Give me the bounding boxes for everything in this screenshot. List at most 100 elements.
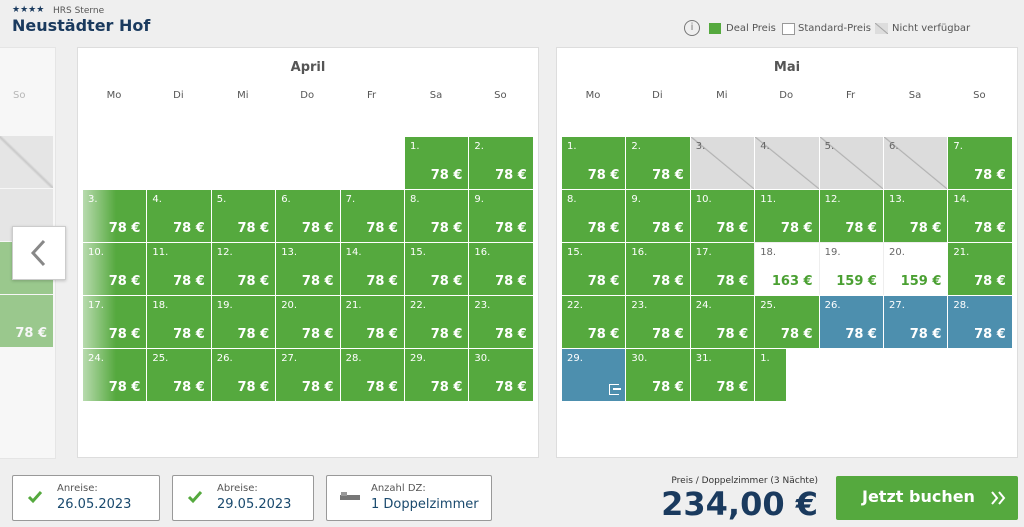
day-cell[interactable]: 6. 78 € [275, 189, 341, 243]
price: 78 € [366, 274, 398, 289]
day-cell[interactable]: 5. [818, 136, 884, 190]
day-cell[interactable]: 19. 78 € [210, 295, 277, 349]
day-cell[interactable]: 5. 78 € [210, 189, 277, 243]
day-cell[interactable]: 3. [689, 136, 756, 190]
day-cell[interactable]: 27. 78 € [275, 348, 341, 402]
price: 78 € [237, 221, 270, 236]
price: 78 € [237, 380, 270, 395]
day-number: 28. [345, 353, 362, 364]
price: 78 € [716, 327, 749, 342]
info-icon[interactable]: i [684, 20, 700, 36]
price: 78 € [108, 327, 141, 342]
day-number: 4. [760, 141, 770, 152]
day-cell[interactable]: 6. [883, 136, 949, 190]
day-cell[interactable]: 4. 78 € [146, 189, 212, 243]
prev-button[interactable] [12, 226, 66, 280]
day-cell[interactable]: 25. 78 € [146, 348, 212, 402]
check-icon [27, 491, 43, 504]
day-cell[interactable]: 28. 78 € [339, 348, 405, 402]
day-cell[interactable]: 19. 159 € [818, 242, 884, 296]
day-cell[interactable]: 28. 78 € [947, 295, 1013, 349]
day-cell[interactable]: 25. 78 € [754, 295, 820, 349]
arrival-field[interactable]: Anreise: 26.05.2023 [12, 475, 160, 521]
day-number: 9. [631, 194, 641, 205]
day-cell[interactable]: 24. 78 € [689, 295, 756, 349]
price: 78 € [495, 274, 527, 289]
day-cell[interactable]: 16. 78 € [625, 242, 691, 296]
day-cell[interactable]: 21. 78 € [339, 295, 405, 349]
day-cell[interactable]: 16. 78 € [468, 242, 534, 296]
day-cell[interactable]: 13. 78 € [883, 189, 949, 243]
weekday: So [13, 90, 26, 101]
price: 78 € [587, 327, 620, 342]
legend-label: Nicht verfügbar [892, 23, 971, 34]
day-cell[interactable]: 18. 163 € [754, 242, 820, 296]
day-cell[interactable]: 20. 78 € [275, 295, 341, 349]
departure-field[interactable]: Abreise: 29.05.2023 [172, 475, 314, 521]
day-cell[interactable]: 27. 78 € [883, 295, 949, 349]
book-button[interactable]: Jetzt buchen [836, 476, 1018, 520]
day-cell[interactable]: 1. 78 € [404, 136, 470, 190]
price: 78 € [909, 221, 942, 236]
day-cell[interactable]: 14. 78 € [947, 189, 1013, 243]
day-cell[interactable]: 11. 78 € [754, 189, 820, 243]
weekday: Mo [585, 90, 601, 101]
bed-icon [340, 492, 360, 500]
day-number: 12. [216, 247, 233, 258]
price: 78 € [430, 221, 463, 236]
day-cell[interactable]: 31. 78 € [689, 348, 756, 402]
day-cell[interactable]: 26. 78 € [818, 295, 884, 349]
day-cell[interactable]: 29. 78 € [404, 348, 470, 402]
day-number: 31. [695, 353, 712, 364]
price-label: Preis / Doppelzimmer (3 Nächte) [671, 476, 818, 486]
day-cell[interactable]: 8. 78 € [561, 189, 627, 243]
day-cell[interactable]: 29. [561, 348, 627, 402]
price: 78 € [587, 168, 620, 183]
price: 78 € [652, 274, 684, 289]
day-cell[interactable]: 12. 78 € [210, 242, 277, 296]
day-number: 19. [216, 300, 233, 311]
price: 78 € [366, 327, 398, 342]
day-cell[interactable]: 8. 78 € [404, 189, 470, 243]
price: 78 € [430, 274, 463, 289]
month-title: Mai [773, 60, 801, 75]
day-cell[interactable]: 17. 78 € [689, 242, 756, 296]
day-cell: 1. [754, 348, 788, 402]
day-cell[interactable]: 9. 78 € [468, 189, 534, 243]
weekday: Sa [429, 90, 443, 101]
day-cell[interactable]: 4. [754, 136, 820, 190]
day-cell[interactable]: 30. 78 € [468, 348, 534, 402]
day-cell[interactable]: 20. 159 € [883, 242, 949, 296]
day-cell[interactable]: 21. 78 € [947, 242, 1013, 296]
day-cell[interactable]: 2. 78 € [468, 136, 534, 190]
day-number: 1. [760, 353, 770, 364]
day-cell[interactable]: 9. 78 € [625, 189, 691, 243]
day-cell[interactable]: 2. 78 € [625, 136, 691, 190]
day-cell[interactable]: 7. 78 € [947, 136, 1013, 190]
day-cell[interactable]: 7. 78 € [339, 189, 405, 243]
day-number: 7. [345, 194, 356, 205]
day-cell[interactable]: 26. 78 € [210, 348, 277, 402]
day-cell[interactable]: 30. 78 € [625, 348, 691, 402]
day-cell[interactable]: 22. 78 € [404, 295, 470, 349]
day-cell[interactable]: 11. 78 € [146, 242, 212, 296]
day-cell[interactable]: 18. 78 € [146, 295, 212, 349]
day-cell[interactable]: 14. 78 € [339, 242, 405, 296]
day-cell[interactable]: 15. 78 € [561, 242, 627, 296]
day-cell[interactable]: 23. 78 € [625, 295, 691, 349]
day-cell[interactable]: 1. 78 € [561, 136, 627, 190]
day-cell[interactable]: 12. 78 € [818, 189, 884, 243]
day-number: 29. [567, 353, 583, 364]
day-cell[interactable]: 13. 78 € [275, 242, 341, 296]
day-cell[interactable]: 15. 78 € [404, 242, 470, 296]
day-cell[interactable]: 10. 78 € [689, 189, 756, 243]
legend-swatch [709, 23, 721, 34]
price: 78 € [173, 274, 205, 289]
day-cell[interactable]: 22. 78 € [561, 295, 627, 349]
price: 78 € [430, 168, 463, 183]
price: 78 € [652, 221, 684, 236]
day-cell[interactable]: 23. 78 € [468, 295, 534, 349]
day-number: 1. [410, 141, 420, 152]
rooms-field[interactable]: Anzahl DZ: 1 Doppelzimmer [326, 475, 492, 521]
